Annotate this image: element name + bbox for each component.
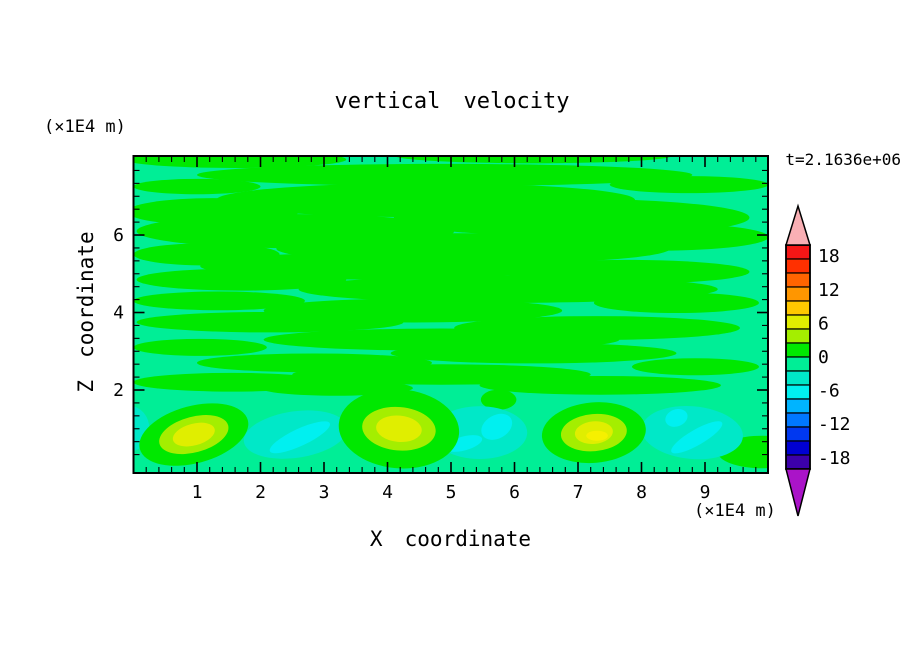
colorbar-box — [785, 412, 811, 428]
colorbar-box — [785, 342, 811, 358]
plot-title: vertical velocity — [334, 89, 570, 114]
streak-band — [133, 338, 267, 356]
downdraft-core — [269, 421, 331, 454]
colorbar-under-arrow — [785, 468, 811, 517]
downdraft-core — [665, 408, 688, 427]
streak-band — [133, 156, 347, 168]
x-tick-label: 2 — [255, 482, 266, 503]
colorbar-box — [785, 300, 811, 316]
x-tick-label: 9 — [700, 482, 711, 503]
colorbar-box — [785, 426, 811, 442]
streak-band — [133, 178, 261, 195]
colorbar: 18 12 6 0 -6 -12 -18 — [784, 203, 851, 517]
colorbar-box — [785, 370, 811, 386]
colorbar-box — [785, 398, 811, 414]
colorbar-label: 0 — [818, 347, 829, 368]
downdraft-core — [445, 435, 483, 452]
downdraft-core — [671, 421, 723, 454]
colorbar-box — [785, 356, 811, 372]
y-axis-unit-label: (×1E4 m) — [44, 117, 126, 137]
streak-band — [133, 291, 305, 311]
colorbar-box — [785, 286, 811, 302]
updraft-blob — [172, 422, 215, 447]
colorbar-box — [785, 272, 811, 288]
colorbar-box — [785, 258, 811, 274]
detail-patch — [480, 389, 517, 410]
streak-band — [609, 176, 768, 194]
colorbar-label: -12 — [818, 414, 851, 435]
streak-band — [631, 358, 759, 376]
x-tick-label: 8 — [636, 482, 647, 503]
x-axis-unit-label: (×1E4 m) — [694, 501, 776, 521]
streak-band — [136, 311, 404, 333]
x-tick-label: 4 — [382, 482, 393, 503]
streak-band — [298, 275, 718, 303]
colorbar-label: -18 — [818, 448, 851, 469]
x-axis-label: X coordinate — [369, 527, 532, 551]
x-tick-label: 6 — [509, 482, 520, 503]
streak-band — [593, 292, 759, 314]
colorbar-box — [785, 314, 811, 330]
colorbar-over-arrow — [784, 203, 812, 246]
downdraft-core — [481, 413, 513, 440]
x-tick-label: 5 — [446, 482, 457, 503]
colorbar-label: 6 — [818, 313, 829, 334]
x-tick-label: 3 — [319, 482, 330, 503]
y-tick-label: 2 — [113, 380, 124, 401]
updraft-blob — [376, 415, 422, 443]
colorbar-label: 18 — [818, 246, 840, 267]
y-tick-label: 6 — [113, 225, 124, 246]
x-tick-label: 1 — [192, 482, 203, 503]
y-tick-label: 4 — [113, 303, 124, 324]
colorbar-box — [785, 384, 811, 400]
x-tick-label: 7 — [573, 482, 584, 503]
colorbar-box — [785, 454, 811, 470]
colorbar-box — [785, 328, 811, 344]
contour-field — [133, 156, 768, 473]
updraft-core-highlight — [586, 430, 608, 441]
colorbar-box — [785, 244, 811, 260]
streak-band — [390, 342, 677, 364]
colorbar-box — [785, 440, 811, 456]
streak-band — [197, 163, 693, 187]
plot-frame — [132, 155, 769, 474]
colorbar-label: -6 — [818, 381, 840, 402]
colorbar-label: 12 — [818, 280, 840, 301]
streak-band — [136, 268, 347, 291]
time-stamp: t=2.1636e+06 — [785, 150, 901, 169]
streak-band — [479, 375, 721, 395]
